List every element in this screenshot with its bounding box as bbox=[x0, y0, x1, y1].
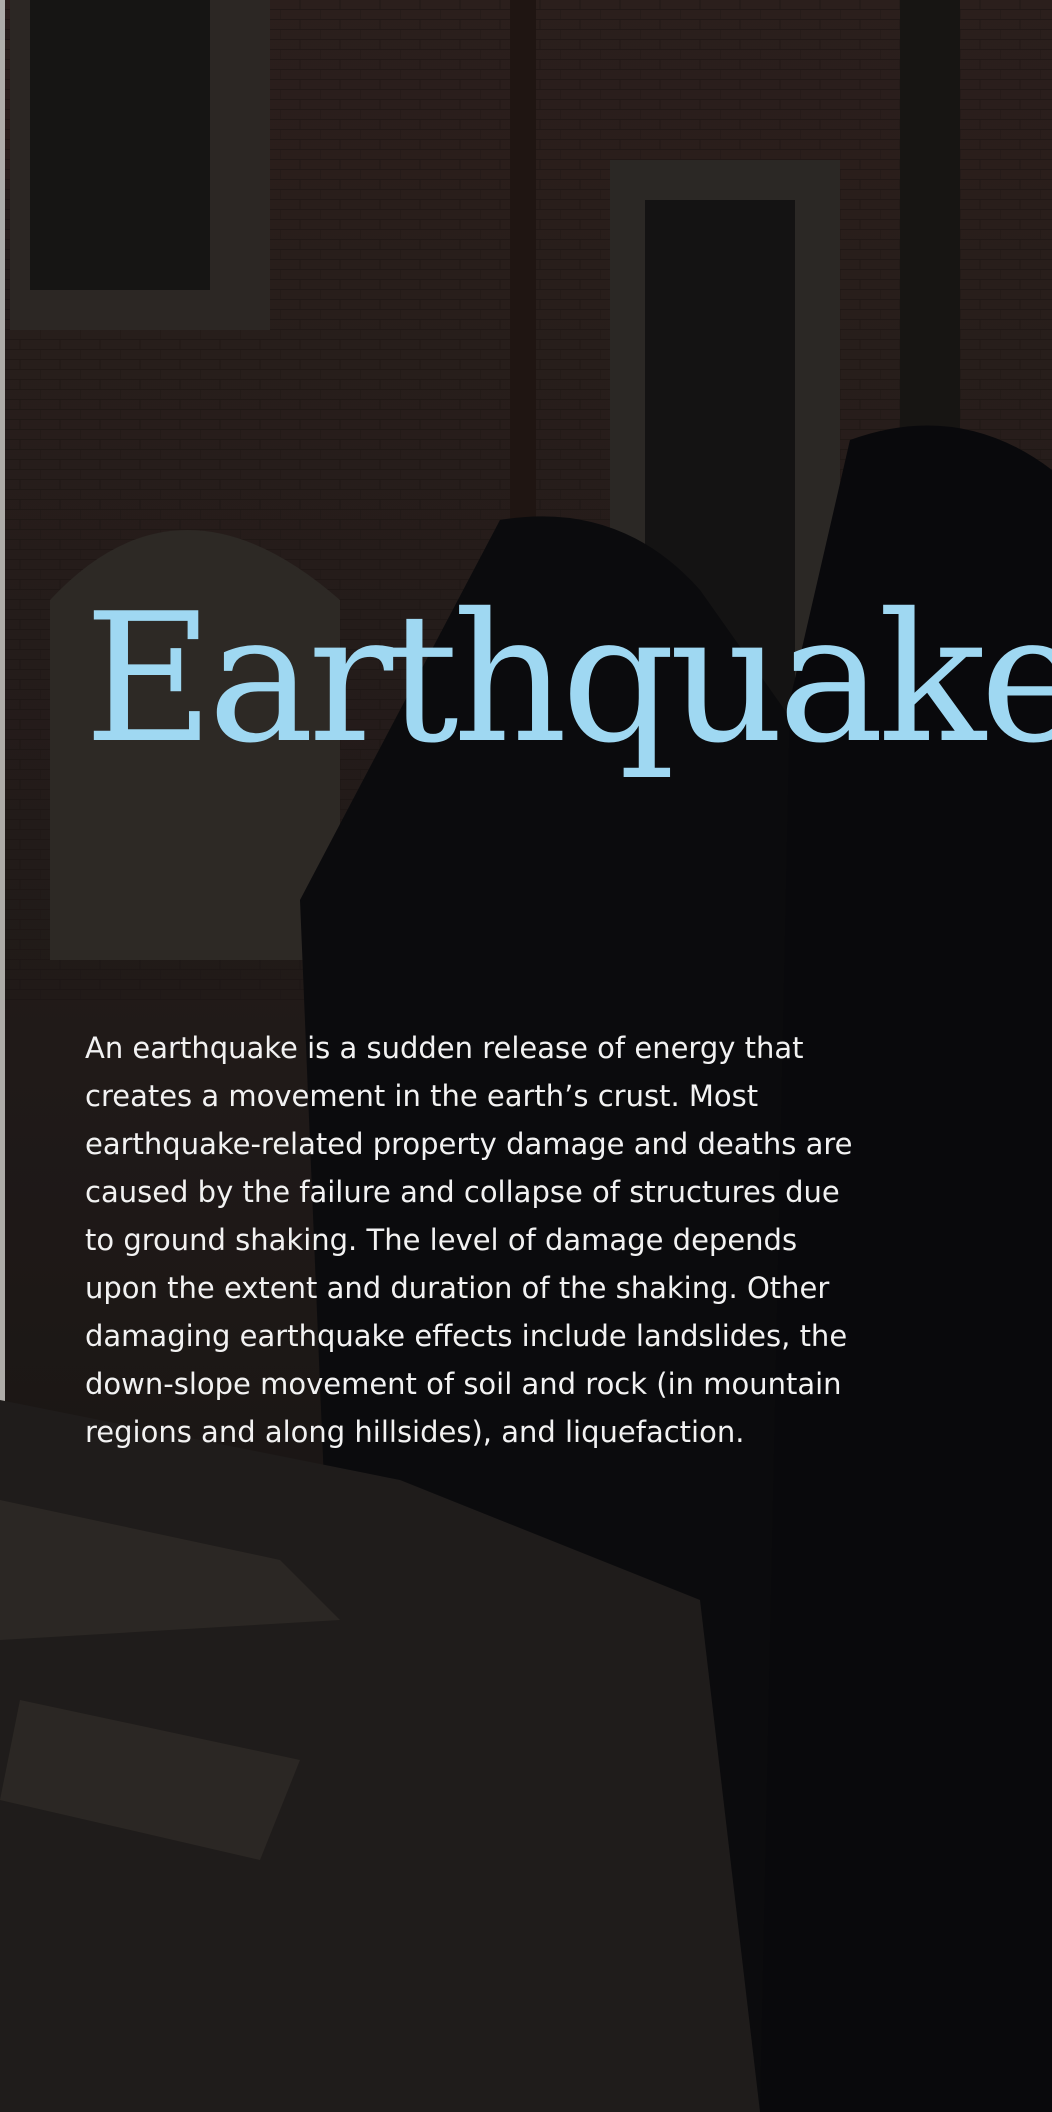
body-line: An earthquake is a sudden release of ene… bbox=[85, 1024, 853, 1072]
body-line: damaging earthquake effects include land… bbox=[85, 1312, 853, 1360]
body-text: An earthquake is a sudden release of ene… bbox=[85, 1024, 853, 1456]
hero-panel: Earthquake An earthquake is a sudden rel… bbox=[0, 0, 1052, 2112]
title: Earthquake bbox=[84, 590, 1052, 768]
body-line: regions and along hillsides), and liquef… bbox=[85, 1408, 853, 1456]
body-line: earthquake-related property damage and d… bbox=[85, 1120, 853, 1168]
body-line: down-slope movement of soil and rock (in… bbox=[85, 1360, 853, 1408]
body-line: caused by the failure and collapse of st… bbox=[85, 1168, 853, 1216]
body-line: upon the extent and duration of the shak… bbox=[85, 1264, 853, 1312]
body-line: to ground shaking. The level of damage d… bbox=[85, 1216, 853, 1264]
page: Earthquake An earthquake is a sudden rel… bbox=[0, 0, 1052, 2112]
body-line: creates a movement in the earth’s crust.… bbox=[85, 1072, 853, 1120]
